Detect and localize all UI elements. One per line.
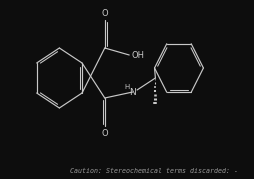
Text: N: N <box>129 88 136 96</box>
Text: H: H <box>123 84 129 90</box>
Text: Caution: Stereochemical terms discarded: -: Caution: Stereochemical terms discarded:… <box>70 168 237 174</box>
Text: OH: OH <box>131 50 144 59</box>
Text: O: O <box>101 8 108 18</box>
Text: O: O <box>101 129 108 137</box>
